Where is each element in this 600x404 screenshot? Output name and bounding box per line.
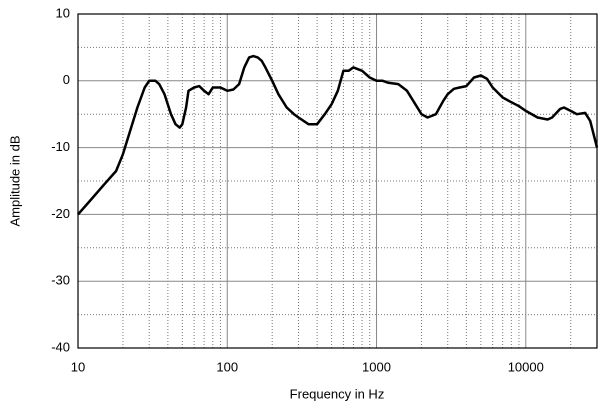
y-tick-label: -30 xyxy=(51,273,70,288)
x-axis-title: Frequency in Hz xyxy=(290,386,385,401)
y-tick-label: 0 xyxy=(63,72,70,87)
y-tick-label: -20 xyxy=(51,206,70,221)
x-tick-label: 10000 xyxy=(508,359,544,374)
y-tick-label: -40 xyxy=(51,339,70,354)
x-tick-label: 10 xyxy=(71,359,85,374)
response-curve xyxy=(77,54,599,216)
plot-frame xyxy=(77,13,598,349)
x-tick-label: 100 xyxy=(216,359,238,374)
y-tick-label: 10 xyxy=(56,5,70,20)
y-tick-label: -10 xyxy=(51,139,70,154)
y-axis-title: Amplitude in dB xyxy=(7,135,22,226)
x-tick-label: 1000 xyxy=(362,359,391,374)
